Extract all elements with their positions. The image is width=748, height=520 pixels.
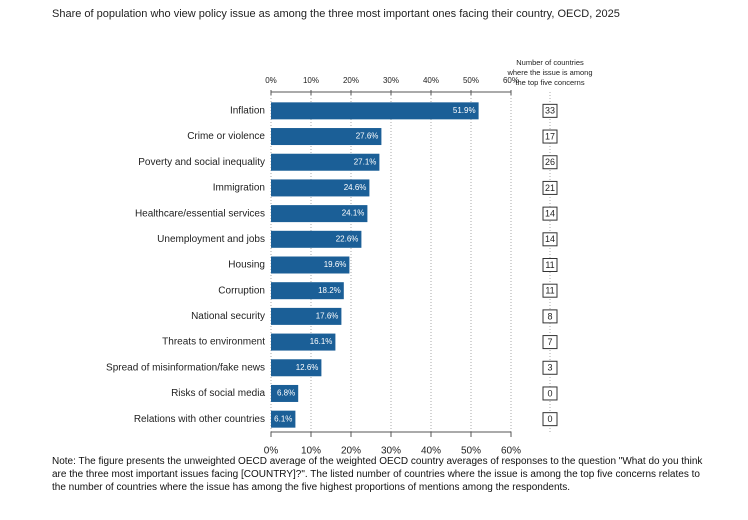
category-label: Immigration xyxy=(213,183,265,194)
count-box xyxy=(542,386,558,401)
value-label: 12.6% xyxy=(296,363,319,372)
count-label: 11 xyxy=(545,286,554,296)
bar xyxy=(271,153,380,171)
count-label: 8 xyxy=(547,311,552,321)
category-label: National security xyxy=(191,311,265,322)
count-box xyxy=(542,232,558,247)
value-label: 27.1% xyxy=(354,157,377,166)
count-label: 14 xyxy=(545,234,555,244)
count-label: 7 xyxy=(547,337,552,347)
count-box xyxy=(542,258,558,272)
note: Note: The figure presents the unweighted… xyxy=(52,456,703,493)
category-label: Relations with other countries xyxy=(134,414,265,425)
x-tick-label: 20% xyxy=(343,76,359,85)
count-box xyxy=(542,309,558,324)
counts-title: where the issue is among xyxy=(506,68,592,77)
count-label: 17 xyxy=(545,131,555,141)
bar xyxy=(271,307,342,325)
count-box xyxy=(542,155,558,170)
category-label: Risks of social media xyxy=(171,388,265,399)
bar xyxy=(271,205,368,223)
count-label: 3 xyxy=(547,363,552,373)
bar xyxy=(271,256,350,274)
bar xyxy=(271,384,299,402)
x-tick-label: 30% xyxy=(381,446,401,455)
count-box xyxy=(542,283,558,298)
x-tick-label: 60% xyxy=(503,76,519,85)
count-label: 0 xyxy=(547,388,552,398)
value-label: 24.1% xyxy=(342,209,365,218)
count-box xyxy=(542,103,558,118)
count-box xyxy=(542,360,558,375)
category-label: Spread of misinformation/fake news xyxy=(106,362,265,373)
count-box xyxy=(542,180,558,195)
value-label: 19.6% xyxy=(324,260,347,269)
value-label: 17.6% xyxy=(316,311,339,320)
value-label: 51.9% xyxy=(453,106,476,115)
count-label: 0 xyxy=(547,414,552,424)
value-label: 6.8% xyxy=(277,389,295,398)
x-tick-label: 10% xyxy=(303,76,319,85)
count-box xyxy=(542,206,558,221)
category-label: Threats to environment xyxy=(162,337,265,348)
category-label: Poverty and social inequality xyxy=(138,157,265,168)
category-label: Housing xyxy=(228,260,265,271)
category-label: Crime or violence xyxy=(187,131,265,142)
count-box xyxy=(542,129,558,144)
count-label: 26 xyxy=(545,157,555,167)
counts-title: Number of countries xyxy=(516,58,584,67)
count-box xyxy=(542,412,558,427)
bar xyxy=(271,128,382,146)
count-label: 33 xyxy=(545,106,555,116)
bar xyxy=(271,333,336,351)
count-label: 11 xyxy=(545,260,554,270)
x-tick-label: 0% xyxy=(265,76,277,85)
category-label: Healthcare/essential services xyxy=(135,208,265,219)
chart: Share of population who view policy issu… xyxy=(52,8,620,455)
counts-title: the top five concerns xyxy=(515,78,584,87)
value-label: 27.6% xyxy=(356,132,379,141)
x-tick-label: 50% xyxy=(461,446,481,455)
x-tick-label: 30% xyxy=(383,76,399,85)
value-label: 16.1% xyxy=(310,337,333,346)
count-label: 21 xyxy=(545,183,555,193)
value-label: 22.6% xyxy=(336,234,359,243)
bar xyxy=(271,179,370,197)
x-tick-label: 0% xyxy=(264,446,279,455)
category-label: Inflation xyxy=(230,105,265,116)
chart-title: Share of population who view policy issu… xyxy=(52,8,620,20)
category-label: Corruption xyxy=(218,285,265,296)
bar xyxy=(271,359,322,377)
x-tick-label: 10% xyxy=(301,446,321,455)
value-label: 6.1% xyxy=(274,414,292,423)
bar xyxy=(271,282,344,300)
x-tick-label: 60% xyxy=(501,446,521,455)
category-label: Unemployment and jobs xyxy=(157,234,265,245)
x-tick-label: 40% xyxy=(421,446,441,455)
value-label: 18.2% xyxy=(318,286,341,295)
x-tick-label: 50% xyxy=(463,76,479,85)
bar xyxy=(271,102,479,120)
count-label: 14 xyxy=(545,208,555,218)
bar xyxy=(271,410,296,428)
count-box xyxy=(542,335,558,350)
x-tick-label: 40% xyxy=(423,76,439,85)
value-label: 24.6% xyxy=(344,183,367,192)
x-tick-label: 20% xyxy=(341,446,361,455)
bar xyxy=(271,230,362,248)
